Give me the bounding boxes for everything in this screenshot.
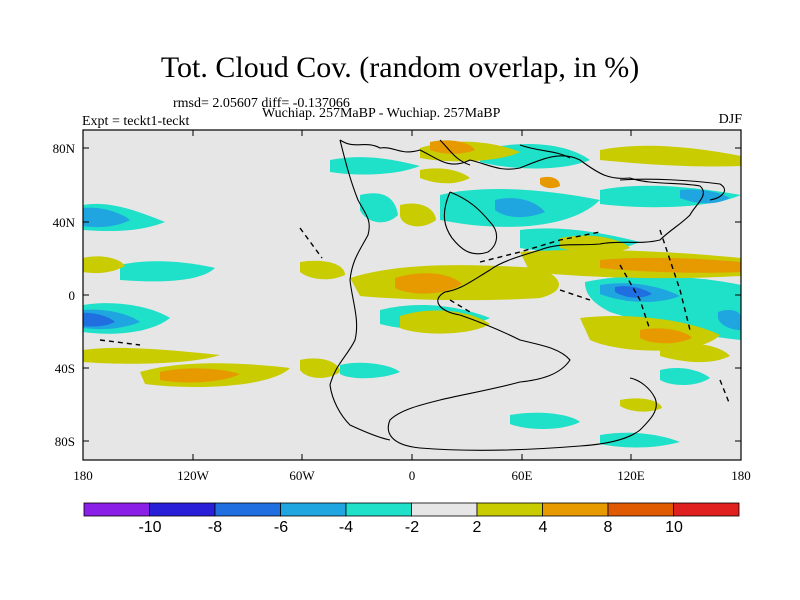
contour-region: [340, 362, 400, 379]
contour-region: [83, 256, 125, 274]
contour-fill-layer: [83, 140, 741, 448]
contour-region: [540, 176, 560, 189]
contour-region: [83, 312, 115, 327]
y-tick-label: 80S: [55, 434, 75, 449]
coastline-east: [619, 178, 725, 201]
contour-region: [660, 343, 730, 363]
colorbar-box: [214, 502, 281, 517]
colorbar-label: -2: [405, 519, 419, 536]
contour-region: [83, 347, 220, 364]
island-arc: [449, 299, 471, 313]
colorbar-box: [280, 502, 347, 517]
contour-region: [420, 168, 470, 184]
experiment-label: Expt = teckt1-teckt: [82, 114, 190, 129]
coastline-layer: [329, 139, 725, 451]
colorbar-box: [673, 502, 740, 517]
contour-region: [400, 203, 436, 227]
contour-region: [660, 367, 710, 385]
x-tick-label: 60W: [289, 468, 315, 483]
contour-region: [680, 189, 730, 204]
coastline-west: [329, 139, 391, 441]
contour-region: [430, 140, 475, 154]
colorbar-label: -8: [208, 519, 222, 536]
x-tick-label: 120W: [177, 468, 210, 483]
colorbar-boxes: [83, 502, 740, 517]
contour-region: [600, 432, 680, 448]
contour-region: [300, 260, 345, 280]
axis-ticks: [82, 130, 742, 460]
colorbar-box: [542, 502, 609, 517]
contour-region: [160, 368, 240, 383]
x-tick-label: 120E: [617, 468, 645, 483]
island-arc: [479, 231, 601, 263]
contour-region: [640, 328, 692, 344]
colorbar-label: 10: [665, 519, 683, 536]
colorbar-label: 2: [473, 519, 482, 536]
island-arc: [659, 229, 691, 331]
contour-region: [615, 286, 652, 298]
y-tick-label: 40S: [55, 361, 75, 376]
colorbar-box: [83, 502, 150, 517]
colorbar-box: [149, 502, 216, 517]
contour-region: [83, 207, 130, 228]
chart-title: Tot. Cloud Cov. (random overlap, in %): [160, 51, 640, 84]
colorbar: -10 -8 -6 -4 -2 2 4 8 10: [83, 502, 740, 536]
contour-region: [600, 145, 741, 167]
colorbar-label: -4: [339, 519, 353, 536]
island-arc-layer: [99, 227, 731, 406]
island-arc: [99, 339, 141, 346]
coastline-north: [439, 139, 571, 166]
x-axis-labels: 180 120W 60W 0 60E 120E 180: [73, 468, 751, 483]
island-arc: [719, 379, 731, 406]
y-tick-label: 80N: [53, 141, 76, 156]
contour-region: [510, 412, 580, 429]
contour-region: [620, 398, 662, 412]
contour-region: [300, 358, 340, 378]
x-tick-label: 180: [73, 468, 93, 483]
colorbar-label: -6: [274, 519, 288, 536]
contour-region: [400, 310, 490, 334]
y-axis-labels: 80N 40N 0 40S 80S: [53, 141, 76, 449]
colorbar-box: [476, 502, 543, 517]
x-tick-label: 0: [409, 468, 416, 483]
contour-region: [718, 310, 741, 330]
coastline-pangea: [339, 139, 704, 451]
colorbar-box: [345, 502, 412, 517]
x-tick-label: 60E: [512, 468, 533, 483]
colorbar-label: 8: [604, 519, 613, 536]
map-panel: 180 120W 60W 0 60E 120E 180 80N 40N 0 40…: [53, 129, 751, 483]
colorbar-label: -10: [138, 519, 161, 536]
colorbar-label: 4: [539, 519, 548, 536]
model-label: Wuchiap. 257MaBP - Wuchiap. 257MaBP: [262, 106, 501, 121]
contour-region: [360, 193, 398, 223]
x-tick-label: 180: [731, 468, 751, 483]
y-tick-label: 40N: [53, 215, 76, 230]
coastline-tethys: [443, 191, 498, 255]
island-arc: [299, 227, 323, 259]
contour-region: [600, 257, 741, 273]
contour-region: [395, 273, 462, 294]
island-arc: [619, 264, 651, 331]
colorbar-box: [411, 502, 478, 517]
stats-line: rmsd= 2.05607 diff= -0.137066: [173, 96, 350, 111]
contour-region: [330, 157, 420, 175]
season-label: DJF: [718, 112, 742, 127]
y-tick-label: 0: [69, 288, 76, 303]
contour-region: [495, 198, 545, 218]
colorbar-labels: -10 -8 -6 -4 -2 2 4 8 10: [138, 519, 683, 536]
contour-region: [120, 261, 215, 282]
colorbar-box: [607, 502, 674, 517]
